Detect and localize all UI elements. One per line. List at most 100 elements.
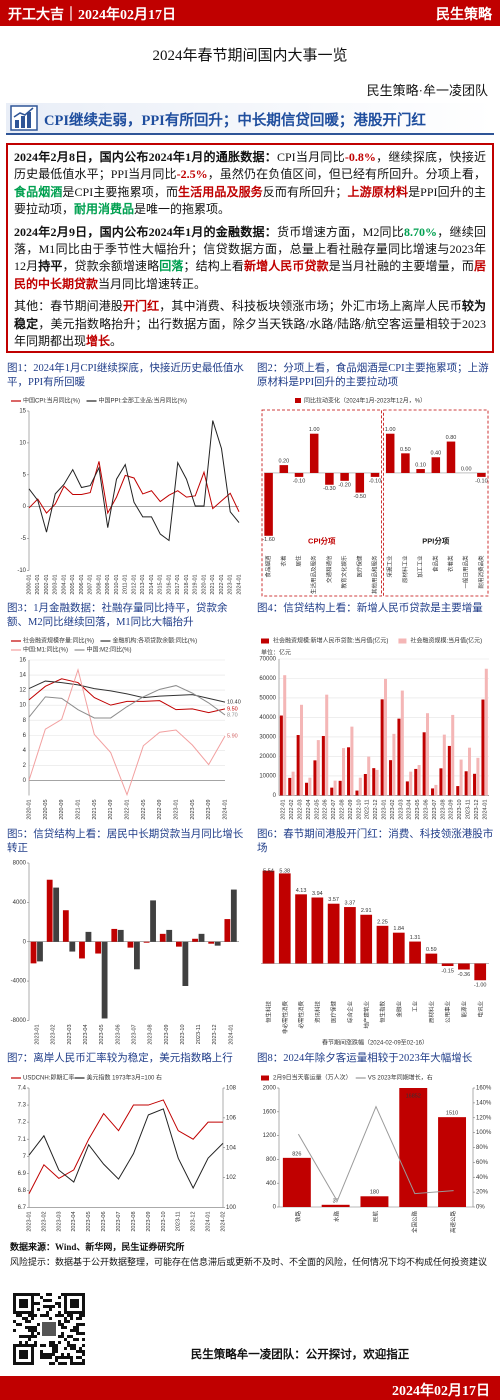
y-tick-label: 40000 bbox=[259, 715, 276, 721]
legend-label: 2月9日当天客运量（万人次） bbox=[273, 1074, 352, 1082]
x-tick-label: 2022-04 bbox=[306, 799, 312, 819]
x-tick-label: 2005-01 bbox=[70, 574, 76, 594]
line bbox=[28, 667, 226, 797]
bar bbox=[278, 873, 291, 964]
x-tick-label: 2023-10 bbox=[457, 799, 463, 819]
qr-cell bbox=[31, 1314, 34, 1317]
x-tick-label: 资讯科技 bbox=[313, 1001, 321, 1024]
qr-cell bbox=[73, 1344, 76, 1347]
qr-cell bbox=[43, 1305, 46, 1308]
value-label: 5.54 bbox=[263, 868, 274, 874]
x-tick-label: 2012-01 bbox=[131, 574, 137, 594]
qr-cell bbox=[43, 1299, 46, 1302]
bar bbox=[296, 735, 300, 796]
banner-text: CPI继续走弱，PPI有所回升；中长期信贷回暖；港股开门红 bbox=[44, 113, 426, 129]
value-label: 1.00 bbox=[385, 427, 396, 433]
text-run: 生活用品及服务 bbox=[178, 184, 263, 199]
y-tick-label: 2 bbox=[23, 763, 27, 769]
x-tick-label: 2023-04 bbox=[407, 799, 413, 819]
bar bbox=[305, 782, 309, 796]
qr-cell bbox=[34, 1335, 37, 1338]
x-tick-label: 2023-09 bbox=[146, 1211, 152, 1231]
x-tick-label: 2014-01 bbox=[149, 574, 155, 594]
bar bbox=[192, 938, 198, 942]
banner: CPI继续走弱，PPI有所回升；中长期信贷回暖；港股开门红 bbox=[6, 103, 494, 135]
qr-cell bbox=[61, 1326, 64, 1329]
x-tick-label: 2010-01 bbox=[114, 574, 120, 594]
x-tick-label: 一般日用品类 bbox=[462, 555, 470, 589]
bar bbox=[37, 941, 43, 962]
qr-cell bbox=[82, 1338, 85, 1341]
bar bbox=[295, 894, 307, 964]
x-tick-label: 2023-08 bbox=[131, 1211, 137, 1231]
text-run: 上游原材料 bbox=[347, 184, 409, 199]
bar bbox=[481, 699, 485, 796]
y2-tick-label: 108 bbox=[226, 1086, 237, 1092]
text-run: 反而有所回升； bbox=[262, 184, 348, 199]
text-run: 开门红 bbox=[122, 299, 160, 314]
y-tick-label: 0 bbox=[23, 939, 27, 945]
y-tick-label: 50000 bbox=[259, 696, 276, 702]
bar bbox=[111, 928, 118, 942]
legend-label: 同比拉动变化（2024年1月-2023年12月，%） bbox=[304, 397, 426, 405]
x-tick-label: 生活用品及服务 bbox=[310, 555, 318, 594]
x-tick-label: 2000-01 bbox=[26, 574, 32, 594]
x-tick-label: 2022-11 bbox=[365, 799, 371, 819]
x-tick-label: 2023-01 bbox=[26, 1211, 32, 1231]
bar bbox=[468, 747, 472, 796]
text-run: ，继续探底，快接近历史最低值水平；PPI当月同比 bbox=[14, 150, 486, 182]
qr-cell bbox=[25, 1317, 28, 1320]
x-tick-label: 2023-10 bbox=[161, 1211, 167, 1231]
y-tick-label: 4 bbox=[23, 748, 27, 754]
bar bbox=[442, 734, 446, 796]
legend-label: USDCNH:即期汇率 bbox=[23, 1074, 74, 1082]
value-label: -0.15 bbox=[441, 968, 454, 974]
bar bbox=[456, 786, 460, 796]
qr-cell bbox=[79, 1350, 82, 1353]
bar bbox=[399, 1088, 428, 1207]
x-tick-label: 2023-06 bbox=[101, 1211, 107, 1231]
qr-cell bbox=[73, 1338, 76, 1341]
bar bbox=[459, 759, 463, 796]
x-tick-label: 2023-11 bbox=[465, 799, 471, 819]
qr-cell bbox=[28, 1335, 31, 1338]
qr-cell bbox=[25, 1320, 28, 1323]
qr-cell bbox=[58, 1302, 61, 1305]
bar bbox=[117, 929, 124, 942]
end-label: 10.40 bbox=[227, 700, 241, 706]
x-tick-label: 食品类 bbox=[431, 555, 439, 572]
text-run: -0.8% bbox=[344, 150, 376, 164]
chart: -8000 -4000 0 4000 8000 2023-01 2023-02 2023-03… bbox=[11, 861, 239, 1045]
bar bbox=[350, 726, 354, 796]
x-tick-label: 2023-05 bbox=[86, 1211, 92, 1231]
qr-cell bbox=[22, 1317, 25, 1320]
bar bbox=[358, 777, 362, 796]
bar bbox=[166, 929, 173, 942]
x-tick-label: 2023-07 bbox=[432, 799, 438, 819]
bar bbox=[342, 748, 346, 796]
x-tick-label: 交通和通信 bbox=[325, 555, 333, 583]
bar bbox=[405, 781, 409, 796]
qr-cell bbox=[28, 1338, 31, 1341]
bar bbox=[434, 784, 438, 796]
qr-cell bbox=[52, 1353, 55, 1356]
x-tick-label: 原材料业 bbox=[427, 1001, 435, 1024]
qr-cell bbox=[58, 1341, 61, 1344]
bar bbox=[370, 472, 380, 477]
qr-cell bbox=[37, 1323, 40, 1326]
source: 数据来源：Wind、新华网，民生证券研究所 bbox=[10, 1242, 185, 1252]
bar bbox=[414, 768, 418, 796]
qr-cell bbox=[43, 1344, 46, 1347]
text-run: 。 bbox=[110, 334, 123, 349]
text-run: ，继续回落，M1同比由于季节性大幅抬升；信贷数据方面，总量上看社融存量同比增速与… bbox=[14, 224, 486, 274]
y-tick-label: 7 bbox=[23, 1154, 27, 1160]
x-tick-label: 2022-01 bbox=[219, 574, 225, 594]
bar bbox=[321, 735, 325, 796]
qr-cell bbox=[43, 1314, 46, 1317]
qr-cell bbox=[13, 1329, 16, 1332]
bar bbox=[344, 907, 356, 964]
paragraph: 2024年2月8日，国内公布2024年1月的通胀数据：CPI当月同比-0.8%，… bbox=[14, 149, 486, 219]
x-tick-label: 2023-06 bbox=[115, 1024, 121, 1044]
x-tick-label: 2020-05 bbox=[43, 799, 49, 819]
text-run: ；结构上看 bbox=[183, 259, 244, 274]
